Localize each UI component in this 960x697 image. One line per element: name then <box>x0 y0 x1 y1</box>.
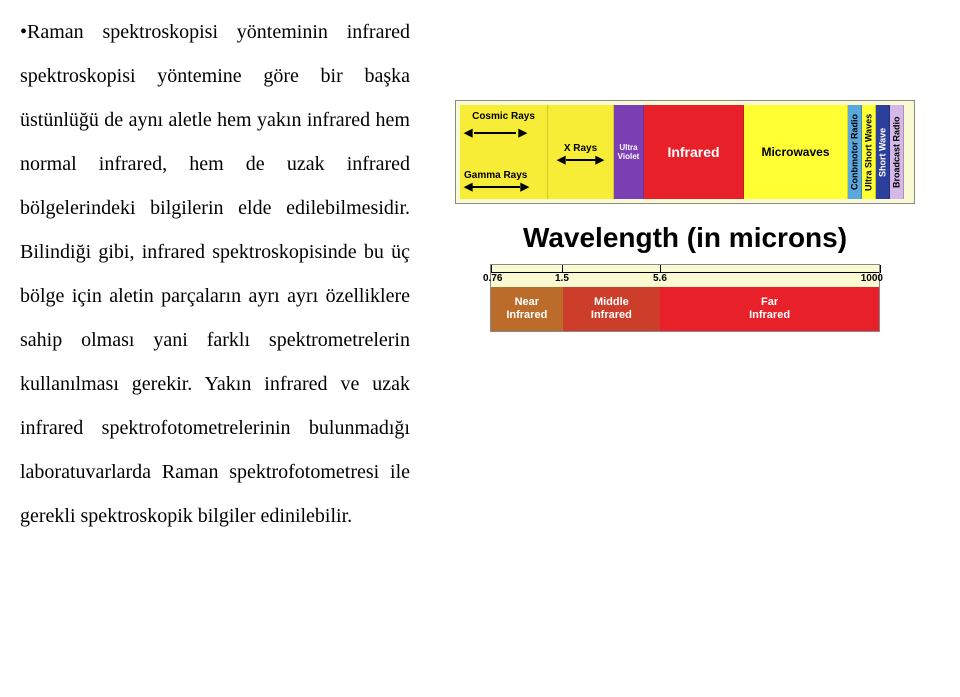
band-uv: Ultra Violet <box>614 105 644 199</box>
band-label: Infrared <box>667 144 719 160</box>
ir-band-middle: Middle Infrared <box>563 287 661 331</box>
band-label: Microwaves <box>761 145 829 159</box>
ir-number-row: 0.76 1.5 5.6 1000 <box>491 273 879 287</box>
gamma-label-arrow: Gamma Rays ◀▶ <box>464 170 529 191</box>
band-infrared: Infrared <box>644 105 744 199</box>
band-cosmic: Cosmic Rays ◀▶ Gamma Rays ◀▶ <box>460 105 548 199</box>
band-shortwave: Short Wave <box>876 105 890 199</box>
tick-label: 1.5 <box>555 273 569 284</box>
side-label: Ultra Short Waves <box>864 113 874 190</box>
wavelength-title: Wavelength (in microns) <box>523 222 847 254</box>
ir-band-row: Near Infrared Middle Infrared Far Infrar… <box>491 287 879 331</box>
gamma-label: Gamma Rays <box>464 170 527 181</box>
arrow-icon: ◀▶ <box>464 129 527 137</box>
side-label: Short Wave <box>878 127 888 176</box>
spectrum-band-row: Cosmic Rays ◀▶ Gamma Rays ◀▶ X Rays ◀▶ U… <box>460 105 910 199</box>
band-label: Ultra Violet <box>618 143 640 161</box>
figure-column: Cosmic Rays ◀▶ Gamma Rays ◀▶ X Rays ◀▶ U… <box>440 10 930 687</box>
tick-label: 5.6 <box>653 273 667 284</box>
tick-label: 1000 <box>861 273 883 284</box>
ir-band-far: Far Infrared <box>660 287 879 331</box>
infrared-scale-diagram: 0.76 1.5 5.6 1000 Near Infrared Middle I… <box>490 264 880 332</box>
ir-band-near: Near Infrared <box>491 287 563 331</box>
band-ultrashort: Ultra Short Waves <box>862 105 876 199</box>
tick-label: 0.76 <box>483 273 502 284</box>
em-spectrum-diagram: Cosmic Rays ◀▶ Gamma Rays ◀▶ X Rays ◀▶ U… <box>455 100 915 204</box>
band-broadcast: Broadcast Radio <box>890 105 904 199</box>
side-label: Broadcast Radio <box>892 116 902 188</box>
band-label: X Rays <box>564 143 597 154</box>
side-label: Conbmotor Radio <box>850 114 860 190</box>
band-microwave: Microwaves <box>744 105 848 199</box>
paragraph: •Raman spektroskopisi yönteminin infrare… <box>20 10 410 538</box>
band-xray: X Rays ◀▶ <box>548 105 614 199</box>
ir-ticks <box>491 265 879 273</box>
band-label: Cosmic Rays <box>472 111 535 122</box>
band-conbmotor: Conbmotor Radio <box>848 105 862 199</box>
text-column: •Raman spektroskopisi yönteminin infrare… <box>20 10 440 687</box>
